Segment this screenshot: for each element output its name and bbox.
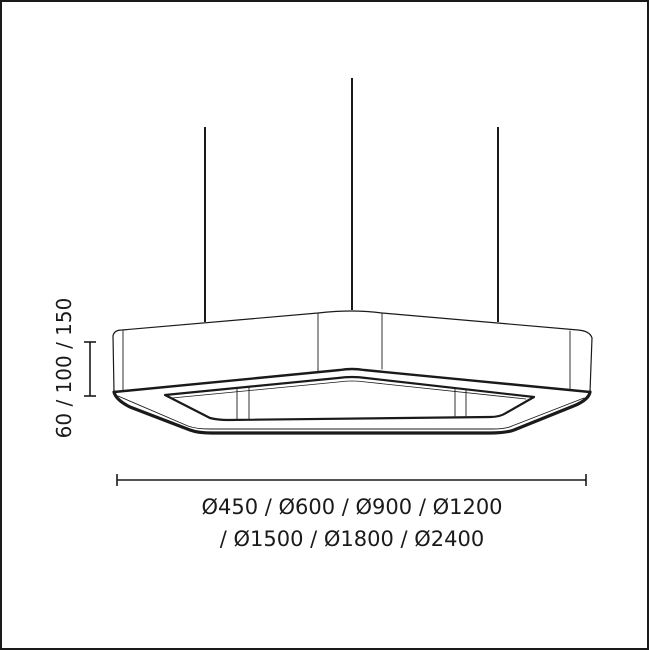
hexagonal-ring-luminaire <box>112 310 593 435</box>
height-dimension-label: 60 / 100 / 150 <box>52 298 76 439</box>
ring-top-edge <box>112 310 593 339</box>
height-dimension-marker <box>84 341 96 397</box>
ring-left-side <box>112 335 115 393</box>
diameter-label-line-1: Ø450 / Ø600 / Ø900 / Ø1200 <box>201 495 502 519</box>
diameter-label-line-2: / Ø1500 / Ø1800 / Ø2400 <box>220 527 485 551</box>
diameter-dimension-line <box>116 474 587 486</box>
ring-inner-opening <box>163 375 536 422</box>
ring-right-side <box>589 337 593 393</box>
ring-band-lower-edge <box>112 367 592 394</box>
ring-bottom-edge <box>112 390 592 435</box>
